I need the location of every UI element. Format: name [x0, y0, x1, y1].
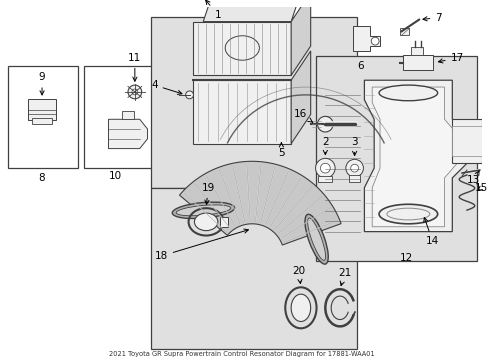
Bar	[316, 56, 477, 261]
Text: 16: 16	[294, 109, 313, 122]
Bar	[28, 99, 56, 120]
Text: 3: 3	[351, 137, 358, 156]
Circle shape	[320, 163, 330, 173]
Text: 9: 9	[39, 72, 46, 95]
Ellipse shape	[379, 85, 438, 101]
Text: 4: 4	[151, 80, 182, 94]
Text: 20: 20	[293, 266, 306, 283]
Bar	[151, 188, 357, 349]
Circle shape	[346, 159, 364, 177]
Ellipse shape	[308, 218, 325, 260]
Bar	[122, 112, 134, 119]
Bar	[194, 80, 291, 144]
Bar	[84, 66, 177, 168]
Circle shape	[371, 37, 379, 45]
Text: 8: 8	[39, 173, 46, 183]
Circle shape	[351, 164, 359, 172]
Bar	[194, 22, 291, 75]
Text: 6: 6	[357, 61, 364, 71]
Text: 19: 19	[201, 183, 215, 204]
Bar	[151, 17, 357, 188]
Text: 7: 7	[423, 13, 442, 23]
Ellipse shape	[172, 202, 235, 219]
Text: 2021 Toyota GR Supra Powertrain Control Resonator Diagram for 17881-WAA01: 2021 Toyota GR Supra Powertrain Control …	[109, 351, 375, 357]
Text: 11: 11	[128, 53, 142, 81]
Ellipse shape	[291, 294, 311, 321]
Polygon shape	[203, 0, 301, 22]
Polygon shape	[179, 161, 341, 245]
Text: 21: 21	[338, 267, 351, 285]
Polygon shape	[291, 0, 311, 75]
Bar	[318, 176, 332, 182]
Ellipse shape	[195, 213, 218, 231]
Circle shape	[128, 85, 142, 99]
Polygon shape	[372, 87, 457, 227]
Bar	[399, 28, 409, 35]
Polygon shape	[291, 51, 311, 144]
Text: 1: 1	[206, 0, 221, 20]
Text: 18: 18	[155, 229, 248, 261]
Bar	[32, 118, 52, 124]
Circle shape	[316, 158, 335, 178]
Circle shape	[132, 89, 138, 95]
Ellipse shape	[176, 205, 231, 216]
Text: 17: 17	[439, 53, 464, 63]
Ellipse shape	[305, 214, 328, 264]
Polygon shape	[108, 119, 147, 149]
Text: 2: 2	[322, 137, 329, 154]
Circle shape	[186, 91, 194, 99]
Bar	[349, 175, 361, 182]
Text: 5: 5	[278, 143, 285, 158]
Polygon shape	[365, 80, 467, 231]
Polygon shape	[452, 119, 482, 163]
Ellipse shape	[387, 208, 430, 220]
Text: 14: 14	[424, 218, 440, 246]
Bar	[220, 217, 228, 227]
Polygon shape	[353, 27, 380, 51]
Bar	[403, 55, 433, 71]
Text: 10: 10	[109, 171, 122, 181]
Text: 13: 13	[467, 171, 480, 185]
Polygon shape	[452, 126, 482, 156]
Ellipse shape	[379, 204, 438, 224]
Circle shape	[318, 116, 333, 132]
Bar	[411, 47, 423, 55]
Text: 15: 15	[475, 183, 488, 193]
Bar	[8, 66, 78, 168]
Text: 12: 12	[400, 253, 413, 263]
